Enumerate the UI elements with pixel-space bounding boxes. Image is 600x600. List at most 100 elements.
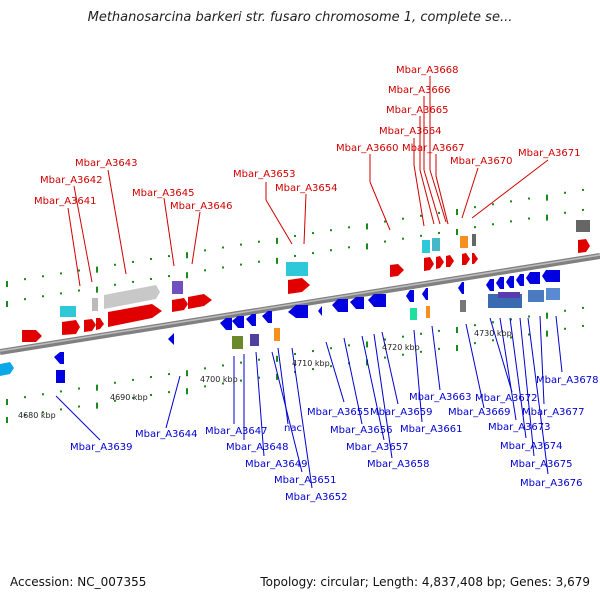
gene-label[interactable]: Mbar_A3677 <box>522 407 585 418</box>
gene-feature[interactable] <box>332 299 348 312</box>
gene-feature-orange[interactable] <box>426 306 430 318</box>
gene-label[interactable]: Mbar_A3673 <box>488 422 551 433</box>
gene-feature[interactable] <box>422 288 428 300</box>
gene-label[interactable]: Mbar_A3649 <box>245 459 308 470</box>
gene-label[interactable]: nac <box>284 423 302 434</box>
gene-feature[interactable] <box>84 319 96 332</box>
gene-feature-grey[interactable] <box>472 234 476 246</box>
gene-label[interactable]: Mbar_A3651 <box>274 475 337 486</box>
gene-feature[interactable] <box>350 297 364 309</box>
gene-feature[interactable] <box>108 304 162 327</box>
gene-label[interactable]: Mbar_A3672 <box>475 393 538 404</box>
gene-feature-grey[interactable] <box>460 300 466 312</box>
gene-feature[interactable] <box>220 318 232 330</box>
gene-feature-cyan[interactable] <box>60 306 76 317</box>
gene-label[interactable]: Mbar_A3678 <box>536 375 599 386</box>
gene-feature-cyan[interactable] <box>432 238 440 251</box>
gene-feature-orange[interactable] <box>274 328 280 341</box>
gene-label[interactable]: Mbar_A3671 <box>518 148 581 159</box>
tick-dot <box>24 298 26 301</box>
gene-label[interactable]: Mbar_A3655 <box>307 407 370 418</box>
gene-feature[interactable] <box>288 278 310 294</box>
gene-label[interactable]: Mbar_A3647 <box>205 426 268 437</box>
gene-feature-steel[interactable] <box>528 290 544 302</box>
gene-feature-teal[interactable] <box>410 308 417 320</box>
gene-label[interactable]: Mbar_A3639 <box>70 442 133 453</box>
tick-dot <box>240 379 242 382</box>
gene-label[interactable]: Mbar_A3648 <box>226 442 289 453</box>
gene-feature-purple[interactable] <box>250 334 259 346</box>
gene-feature[interactable] <box>246 314 256 326</box>
gene-label[interactable]: Mbar_A3657 <box>346 442 409 453</box>
gene-feature[interactable] <box>188 294 212 309</box>
gene-feature[interactable] <box>318 306 322 316</box>
gene-feature[interactable] <box>262 311 272 323</box>
tick-dot <box>420 234 422 237</box>
map-title: Methanosarcina barkeri str. fusaro chrom… <box>87 10 513 25</box>
axis-tick-label: 4680 kbp <box>18 411 56 420</box>
gene-feature[interactable] <box>516 274 524 286</box>
gene-label[interactable]: Mbar_A3658 <box>367 459 430 470</box>
gene-feature-purple[interactable] <box>498 292 520 298</box>
gene-feature[interactable] <box>578 239 590 253</box>
gene-feature[interactable] <box>424 257 434 271</box>
gene-feature[interactable] <box>22 330 42 342</box>
gene-feature[interactable] <box>526 272 540 284</box>
gene-feature[interactable] <box>462 253 470 265</box>
gene-feature-olive[interactable] <box>232 336 243 349</box>
gene-label[interactable]: Mbar_A3670 <box>450 156 513 167</box>
gene-feature[interactable] <box>62 320 80 335</box>
gene-label[interactable]: Mbar_A3656 <box>330 425 393 436</box>
gene-feature[interactable] <box>542 270 560 282</box>
gene-feature-grey[interactable] <box>92 298 98 311</box>
gene-feature-steel[interactable] <box>546 288 560 300</box>
gene-feature-grey[interactable] <box>576 220 590 232</box>
gene-feature-cyan[interactable] <box>422 240 430 253</box>
gene-label[interactable]: Mbar_A3641 <box>34 196 97 207</box>
gene-label[interactable]: Mbar_A3663 <box>409 392 472 403</box>
gene-feature[interactable] <box>168 333 174 345</box>
gene-label[interactable]: Mbar_A3660 <box>336 143 399 154</box>
gene-feature[interactable] <box>54 352 64 364</box>
gene-label[interactable]: Mbar_A3666 <box>388 85 451 96</box>
gene-feature[interactable] <box>458 282 464 294</box>
gene-feature[interactable] <box>472 253 478 264</box>
gene-feature[interactable] <box>96 318 104 330</box>
gene-label[interactable]: Mbar_A3646 <box>170 201 233 212</box>
gene-feature[interactable] <box>56 370 65 383</box>
gene-label[interactable]: Mbar_A3676 <box>520 478 583 489</box>
gene-feature[interactable] <box>172 298 188 312</box>
gene-label[interactable]: Mbar_A3667 <box>402 143 465 154</box>
gene-label[interactable]: Mbar_A3653 <box>233 169 296 180</box>
gene-label[interactable]: Mbar_A3644 <box>135 429 198 440</box>
gene-feature[interactable] <box>486 279 494 291</box>
gene-feature[interactable] <box>446 255 454 267</box>
gene-feature[interactable] <box>288 305 308 318</box>
gene-label[interactable]: Mbar_A3652 <box>285 492 348 503</box>
gene-label[interactable]: Mbar_A3675 <box>510 459 573 470</box>
gene-label[interactable]: Mbar_A3654 <box>275 183 338 194</box>
gene-feature[interactable] <box>232 316 244 328</box>
gene-feature[interactable] <box>390 264 404 277</box>
gene-label[interactable]: Mbar_A3645 <box>132 188 195 199</box>
gene-label[interactable]: Mbar_A3661 <box>400 424 463 435</box>
gene-feature-orange[interactable] <box>460 236 468 248</box>
gene-feature-purple[interactable] <box>172 281 183 294</box>
gene-feature-grey[interactable] <box>104 285 160 309</box>
gene-label[interactable]: Mbar_A3642 <box>40 175 103 186</box>
gene-label[interactable]: Mbar_A3659 <box>370 407 433 418</box>
gene-feature-cyan[interactable] <box>286 262 308 276</box>
gene-label[interactable]: Mbar_A3664 <box>379 126 442 137</box>
gene-feature[interactable] <box>436 256 444 269</box>
gene-feature[interactable] <box>0 362 14 376</box>
tick-dot <box>330 365 332 368</box>
gene-feature[interactable] <box>506 276 514 288</box>
gene-label[interactable]: Mbar_A3643 <box>75 158 138 169</box>
gene-label[interactable]: Mbar_A3668 <box>396 65 459 76</box>
gene-label[interactable]: Mbar_A3674 <box>500 441 563 452</box>
gene-label[interactable]: Mbar_A3665 <box>386 105 449 116</box>
gene-feature[interactable] <box>368 294 386 307</box>
gene-label[interactable]: Mbar_A3669 <box>448 407 511 418</box>
gene-feature[interactable] <box>496 277 504 289</box>
gene-feature[interactable] <box>406 290 414 302</box>
